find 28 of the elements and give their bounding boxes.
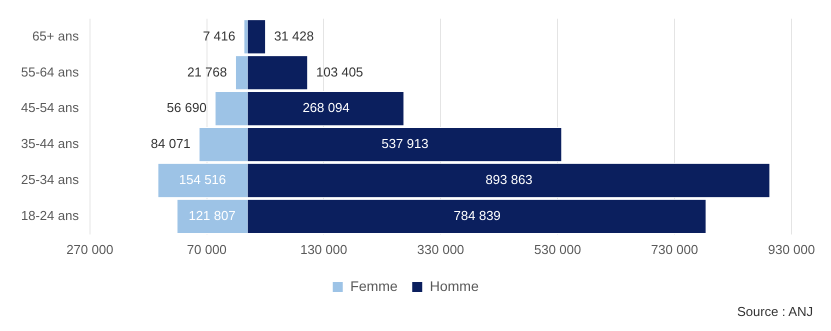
y-tick-label: 55-64 ans <box>20 64 80 80</box>
data-label: 893 863 <box>486 172 533 188</box>
data-label: 7 416 <box>202 28 236 44</box>
y-tick-label: 65+ ans <box>32 28 80 44</box>
x-tick-label: 930 000 <box>768 242 816 257</box>
legend-label: Homme <box>430 278 479 294</box>
y-tick-label: 45-54 ans <box>20 100 80 116</box>
data-label: 31 428 <box>274 28 314 44</box>
x-tick-label: 730 000 <box>651 242 698 257</box>
x-tick-label: 70 000 <box>186 242 227 257</box>
x-tick-label: 330 000 <box>417 242 464 257</box>
data-label: 154 516 <box>179 172 226 188</box>
y-tick-label: 35-44 ans <box>20 136 80 152</box>
x-tick-label: 270 000 <box>66 242 114 257</box>
legend-label: Femme <box>350 278 398 294</box>
y-tick-label: 18-24 ans <box>20 208 80 224</box>
data-label: 537 913 <box>381 136 428 152</box>
data-label: 103 405 <box>316 64 364 80</box>
data-label: 84 071 <box>150 136 191 152</box>
data-label: 121 807 <box>188 208 236 224</box>
y-tick-label: 25-34 ans <box>20 172 80 188</box>
data-label: 56 690 <box>166 100 207 116</box>
x-tick-label: 530 000 <box>534 242 582 257</box>
data-label: 21 768 <box>187 64 227 80</box>
x-tick-label: 130 000 <box>300 242 348 257</box>
source-note: Source : ANJ <box>736 304 814 319</box>
data-label: 784 839 <box>454 208 501 224</box>
data-label: 268 094 <box>302 100 350 116</box>
